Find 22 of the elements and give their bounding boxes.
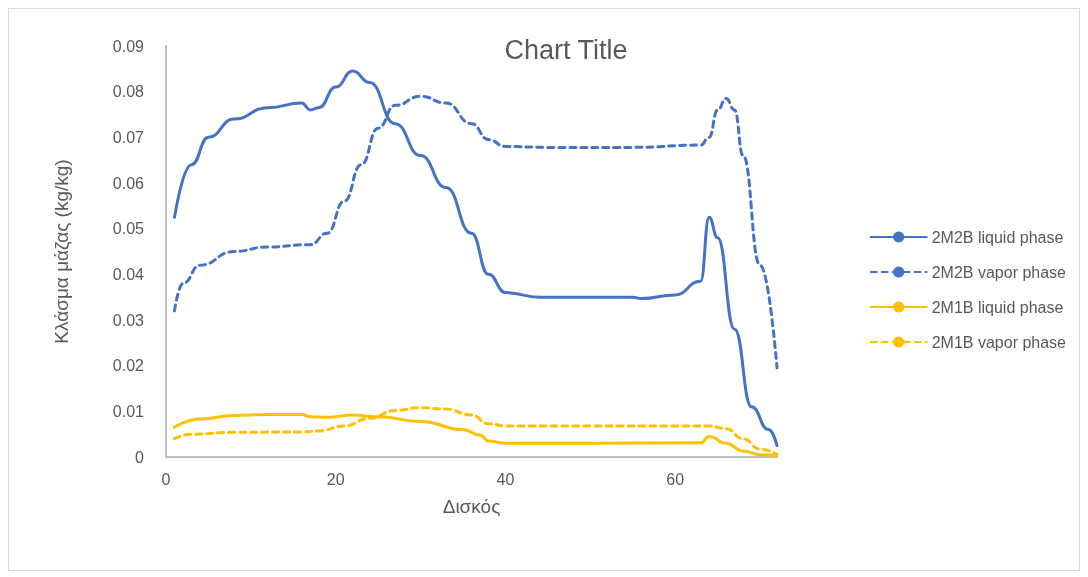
legend-label: 2M1B vapor phase (931, 333, 1067, 351)
y-tick-label: 0 (135, 448, 145, 466)
y-tick-label: 0.09 (112, 37, 145, 55)
y-tick-label: 0.02 (112, 357, 145, 375)
chart-title: Chart Title (504, 34, 628, 65)
y-axis-title: Κλάσμα μάζας (kg/kg) (51, 159, 72, 344)
y-tick-label: 0.08 (112, 83, 145, 101)
y-tick-label: 0.04 (112, 265, 145, 283)
x-tick-label: 0 (161, 470, 171, 488)
x-axis-title: Δισκός (442, 496, 501, 517)
legend-label: 2M1B liquid phase (931, 298, 1064, 316)
y-tick-label: 0.05 (112, 220, 145, 238)
y-tick-label: 0.06 (112, 174, 145, 192)
x-tick-label: 60 (666, 470, 685, 488)
legend-label: 2M2B vapor phase (931, 263, 1067, 281)
y-tick-label: 0.01 (112, 402, 145, 420)
legend-label: 2M2B liquid phase (931, 228, 1064, 246)
x-tick-label: 40 (496, 470, 515, 488)
line-series (172, 69, 779, 448)
y-tick-label: 0.03 (112, 311, 145, 329)
x-tick-label: 20 (326, 470, 345, 488)
y-tick-label: 0.07 (112, 128, 145, 146)
